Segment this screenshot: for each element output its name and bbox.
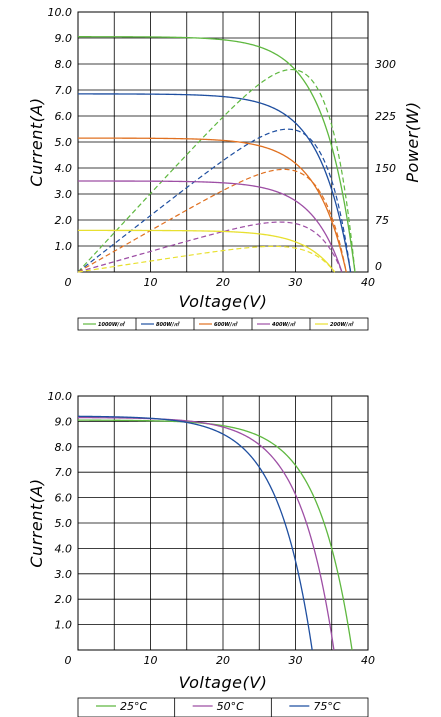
y2-tick-label: 75	[375, 214, 389, 227]
iv-curve-series	[77, 415, 313, 651]
legend-label: 50°C	[217, 700, 244, 713]
y-tick-label: 9.0	[55, 32, 73, 45]
legend-label: 400W/㎡	[272, 321, 296, 328]
power-curve-series	[77, 168, 347, 273]
y2-axis-label: Power(W)	[403, 101, 422, 182]
y-tick-label: 5.0	[55, 517, 73, 530]
x-axis-label: Voltage(V)	[179, 292, 268, 311]
x-tick-label: 20	[216, 276, 230, 289]
y-axis-label: Current(A)	[27, 478, 46, 567]
y-tick-label: 7.0	[55, 466, 73, 479]
temperature-chart: 10.0 9.0 8.0 7.0 6.0 5.0 4.0 3.0 2.0 1.0 0 10 20 30 40…	[27, 390, 375, 717]
y2-tick-label: 300	[375, 58, 396, 71]
irradiance-chart: 10.0 9.0 8.0 7.0 6.0 5.0 4.0 3.0 2.0 1.0 0 10 20 30 40…	[27, 6, 422, 331]
plot-frame	[77, 11, 369, 273]
legend-label: 75°C	[313, 700, 340, 713]
x-tick-label: 0	[65, 276, 72, 289]
iv-curve-series	[78, 229, 336, 273]
power-curve-series	[77, 221, 343, 273]
y-tick-label: 6.0	[55, 110, 73, 123]
y-tick-label: 4.0	[55, 542, 73, 555]
y2-tick-label: 225	[375, 110, 396, 123]
legend-label: 200W/㎡	[330, 321, 354, 328]
y-tick-label: 5.0	[55, 136, 73, 149]
y-axis-label: Current(A)	[27, 97, 46, 186]
y-tick-label: 2.0	[55, 214, 73, 227]
y-tick-label: 6.0	[55, 492, 73, 505]
x-tick-label: 30	[289, 276, 303, 289]
legend-label: 600W/㎡	[214, 321, 238, 328]
y-tick-label: 1.0	[55, 619, 73, 632]
legend-label: 1000W/㎡	[98, 321, 125, 328]
y-tick-label: 8.0	[55, 441, 73, 454]
iv-curve-series	[78, 180, 343, 273]
power-curve-series	[77, 68, 356, 273]
x-tick-label: 10	[144, 654, 158, 667]
legend-box	[77, 317, 369, 331]
y-tick-label: 2.0	[55, 593, 73, 606]
power-curve-series	[77, 128, 352, 273]
y-tick-label: 3.0	[55, 188, 73, 201]
legend-label: 800W/㎡	[156, 321, 180, 328]
y2-tick-label: 150	[375, 162, 396, 175]
x-axis-label: Voltage(V)	[179, 673, 268, 692]
x-tick-label: 40	[361, 654, 375, 667]
y-tick-label: 7.0	[55, 84, 73, 97]
y-tick-label: 3.0	[55, 568, 73, 581]
iv-curve-series	[78, 416, 335, 651]
iv-curve-series	[78, 137, 347, 273]
y-tick-label: 4.0	[55, 162, 73, 175]
x-tick-label: 30	[289, 654, 303, 667]
iv-curve-series	[78, 36, 356, 273]
power-curve-series	[77, 245, 336, 273]
y-tick-label: 10.0	[48, 6, 73, 19]
y2-tick-label: 0	[375, 260, 382, 273]
plot-frame	[77, 395, 369, 651]
x-tick-label: 0	[65, 654, 72, 667]
x-tick-label: 10	[144, 276, 158, 289]
x-tick-label: 40	[361, 276, 375, 289]
iv-curve-series	[78, 419, 353, 651]
y-tick-label: 9.0	[55, 415, 73, 428]
y-tick-label: 8.0	[55, 58, 73, 71]
legend-box	[77, 697, 369, 717]
legend-label: 25°C	[120, 700, 147, 713]
y-tick-label: 10.0	[48, 390, 73, 403]
y-tick-label: 1.0	[55, 240, 73, 253]
iv-curve-series	[78, 93, 352, 273]
x-tick-label: 20	[216, 654, 230, 667]
